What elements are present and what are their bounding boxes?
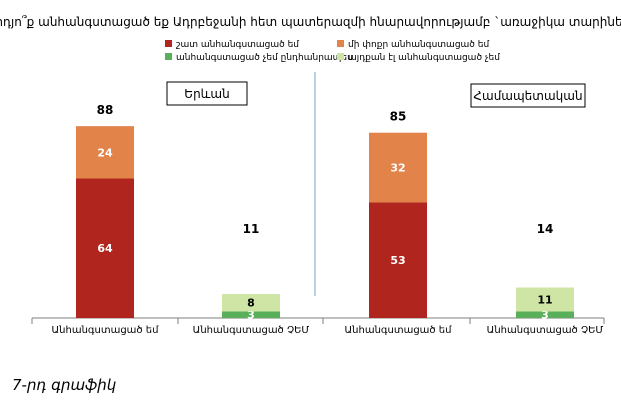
bar-segment: [369, 202, 427, 318]
legend-label: մի փոքր անհանգստացած եմ: [348, 40, 489, 50]
legend-label: շատ անհանգստացած եմ: [176, 40, 299, 50]
legend-swatch: [165, 40, 172, 47]
bar-segment: [76, 178, 134, 318]
segment-value-label: 32: [390, 162, 405, 175]
segment-value-label: 53: [390, 254, 405, 267]
segment-value-label: 64: [97, 242, 113, 255]
legend-label: այդքան էլ անհանգստացած չեմ: [348, 53, 500, 63]
legend-swatch: [165, 53, 172, 60]
bar-segment: [369, 132, 427, 203]
segment-value-label: 11: [537, 293, 552, 306]
legend-swatch: [337, 53, 344, 60]
panel-name: Երևան: [184, 87, 229, 101]
legend-label: անհանգստացած չեմ ընդհանրապես: [176, 53, 353, 63]
segment-value-label: 3: [541, 309, 549, 322]
segment-value-label: 8: [247, 297, 255, 310]
bar-segment: [222, 294, 280, 312]
bar-segment: [222, 311, 280, 318]
figure-caption: 7-րդ գրաֆիկ: [12, 376, 117, 394]
panel-name-box: [470, 83, 586, 108]
category-tick-label: Անհանգստացած ՉԵՄ: [487, 325, 604, 336]
legend: շատ անհանգստացած եմ մի փոքր անհանգստացած …: [165, 40, 500, 63]
chart-title: Արդյո՞ք անհանգստացած եք Ադրբեջանի հետ պա…: [0, 14, 621, 29]
category-tick-label: Անհանգստացած ՉԵՄ: [193, 325, 310, 336]
legend-swatch: [337, 40, 344, 47]
bar-segment: [516, 287, 574, 312]
stack-total-label: 14: [537, 222, 554, 236]
segment-value-label: 24: [97, 146, 113, 159]
panel-name-box: [166, 81, 248, 106]
stack-total-label: 88: [97, 103, 114, 117]
segment-value-label: 3: [247, 309, 255, 322]
category-tick-label: Անհանգստացած եմ: [345, 325, 453, 336]
bar-segment: [516, 311, 574, 318]
category-tick-label: Անհանգստացած եմ: [52, 325, 160, 336]
stack-total-label: 85: [390, 110, 407, 124]
panel-name: Համապետական: [473, 89, 582, 103]
bar-segment: [76, 126, 134, 179]
stack-total-label: 11: [243, 222, 260, 236]
